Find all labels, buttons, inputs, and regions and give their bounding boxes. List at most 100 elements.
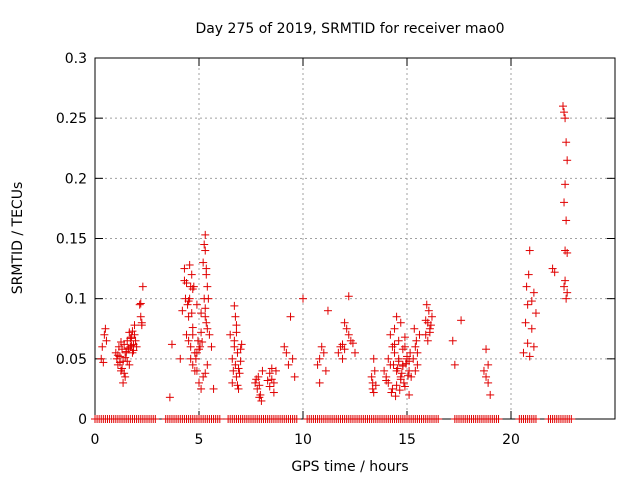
data-point — [386, 330, 395, 339]
data-point — [424, 306, 433, 315]
zero-point — [215, 415, 224, 423]
data-point — [562, 138, 571, 147]
data-point — [230, 301, 239, 310]
data-point — [129, 346, 138, 355]
zero-point — [567, 415, 576, 423]
data-point — [195, 378, 203, 387]
data-point — [344, 292, 353, 301]
data-point — [395, 386, 404, 395]
data-point — [313, 360, 322, 369]
data-point — [269, 388, 278, 397]
data-point — [412, 336, 421, 345]
data-point — [234, 384, 243, 393]
data-point — [561, 114, 570, 123]
data-point — [228, 354, 237, 363]
data-point — [405, 357, 414, 366]
data-point — [344, 330, 353, 339]
data-point — [201, 246, 210, 255]
data-point — [525, 352, 534, 361]
data-point — [265, 382, 274, 391]
data-point — [559, 102, 567, 111]
data-point — [192, 348, 201, 357]
zero-point — [531, 415, 540, 423]
data-point — [299, 294, 307, 303]
data-point — [119, 378, 128, 387]
zero-point — [292, 415, 301, 423]
data-point — [457, 316, 466, 325]
data-point — [284, 360, 293, 369]
data-point — [128, 327, 137, 336]
data-point — [187, 270, 196, 279]
data-point — [233, 381, 242, 390]
data-point — [123, 357, 132, 366]
data-point — [237, 340, 246, 349]
data-point — [448, 336, 457, 345]
data-point — [180, 276, 189, 285]
data-point — [258, 366, 267, 375]
data-point — [413, 348, 422, 357]
data-point — [118, 364, 127, 373]
data-point — [130, 321, 139, 330]
data-point — [121, 353, 130, 362]
data-point — [120, 369, 129, 378]
data-point — [388, 384, 397, 393]
data-point — [398, 362, 407, 371]
data-point — [230, 336, 239, 345]
data-point — [280, 342, 289, 351]
data-point — [178, 306, 187, 315]
data-point — [231, 312, 240, 321]
data-point — [486, 390, 495, 399]
data-point — [236, 345, 245, 354]
data-point — [232, 328, 241, 337]
data-point — [340, 345, 349, 354]
data-point — [382, 376, 391, 385]
data-point — [393, 364, 402, 373]
data-point — [397, 369, 406, 378]
data-point — [209, 384, 218, 393]
data-point — [197, 328, 206, 337]
data-point — [394, 336, 403, 345]
data-point — [187, 309, 196, 318]
data-point — [255, 381, 264, 390]
data-point — [550, 268, 559, 277]
data-point — [411, 366, 420, 375]
data-point — [406, 348, 415, 357]
data-point — [392, 312, 401, 321]
data-point — [184, 297, 193, 306]
data-point — [390, 348, 399, 357]
data-point — [122, 347, 131, 356]
data-point — [561, 276, 570, 285]
data-point — [197, 384, 206, 393]
data-point — [186, 354, 195, 363]
data-point — [167, 340, 176, 349]
data-point — [131, 336, 140, 345]
data-point — [203, 282, 212, 291]
data-point — [548, 264, 557, 273]
x-tick-label: 0 — [91, 432, 100, 448]
data-point — [228, 378, 237, 387]
data-point — [422, 300, 431, 309]
data-point — [484, 360, 493, 369]
data-point — [188, 323, 197, 332]
data-point — [334, 348, 343, 357]
data-point — [315, 378, 324, 387]
data-point — [269, 378, 278, 387]
data-point — [130, 330, 139, 339]
data-point — [405, 390, 414, 399]
data-point — [423, 336, 432, 345]
data-point — [482, 372, 491, 381]
data-point — [234, 364, 243, 373]
data-point — [367, 372, 376, 381]
y-tick-label: 0.2 — [65, 171, 87, 187]
data-point — [560, 108, 569, 117]
data-point — [396, 318, 405, 327]
data-point — [286, 312, 295, 321]
data-point — [135, 300, 144, 309]
data-point — [351, 348, 359, 357]
x-tick-label: 20 — [502, 432, 520, 448]
x-tick-label: 5 — [195, 432, 204, 448]
data-point — [176, 354, 185, 363]
data-point — [527, 297, 536, 306]
data-point — [203, 360, 212, 369]
data-point — [519, 348, 528, 357]
